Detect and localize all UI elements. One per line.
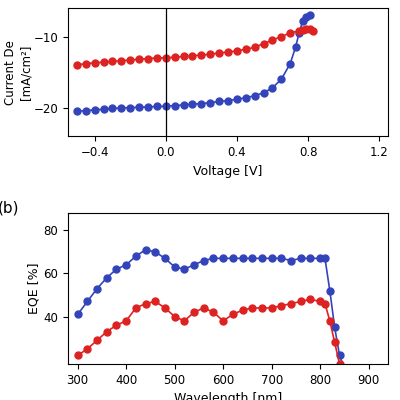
Y-axis label: EQE [%]: EQE [%] [28,263,41,314]
Text: (b): (b) [0,201,19,216]
X-axis label: Wavelength [nm]: Wavelength [nm] [174,392,282,400]
X-axis label: Voltage [V]: Voltage [V] [193,164,263,178]
Y-axis label: Current De
[mA/cm²]: Current De [mA/cm²] [4,40,32,104]
